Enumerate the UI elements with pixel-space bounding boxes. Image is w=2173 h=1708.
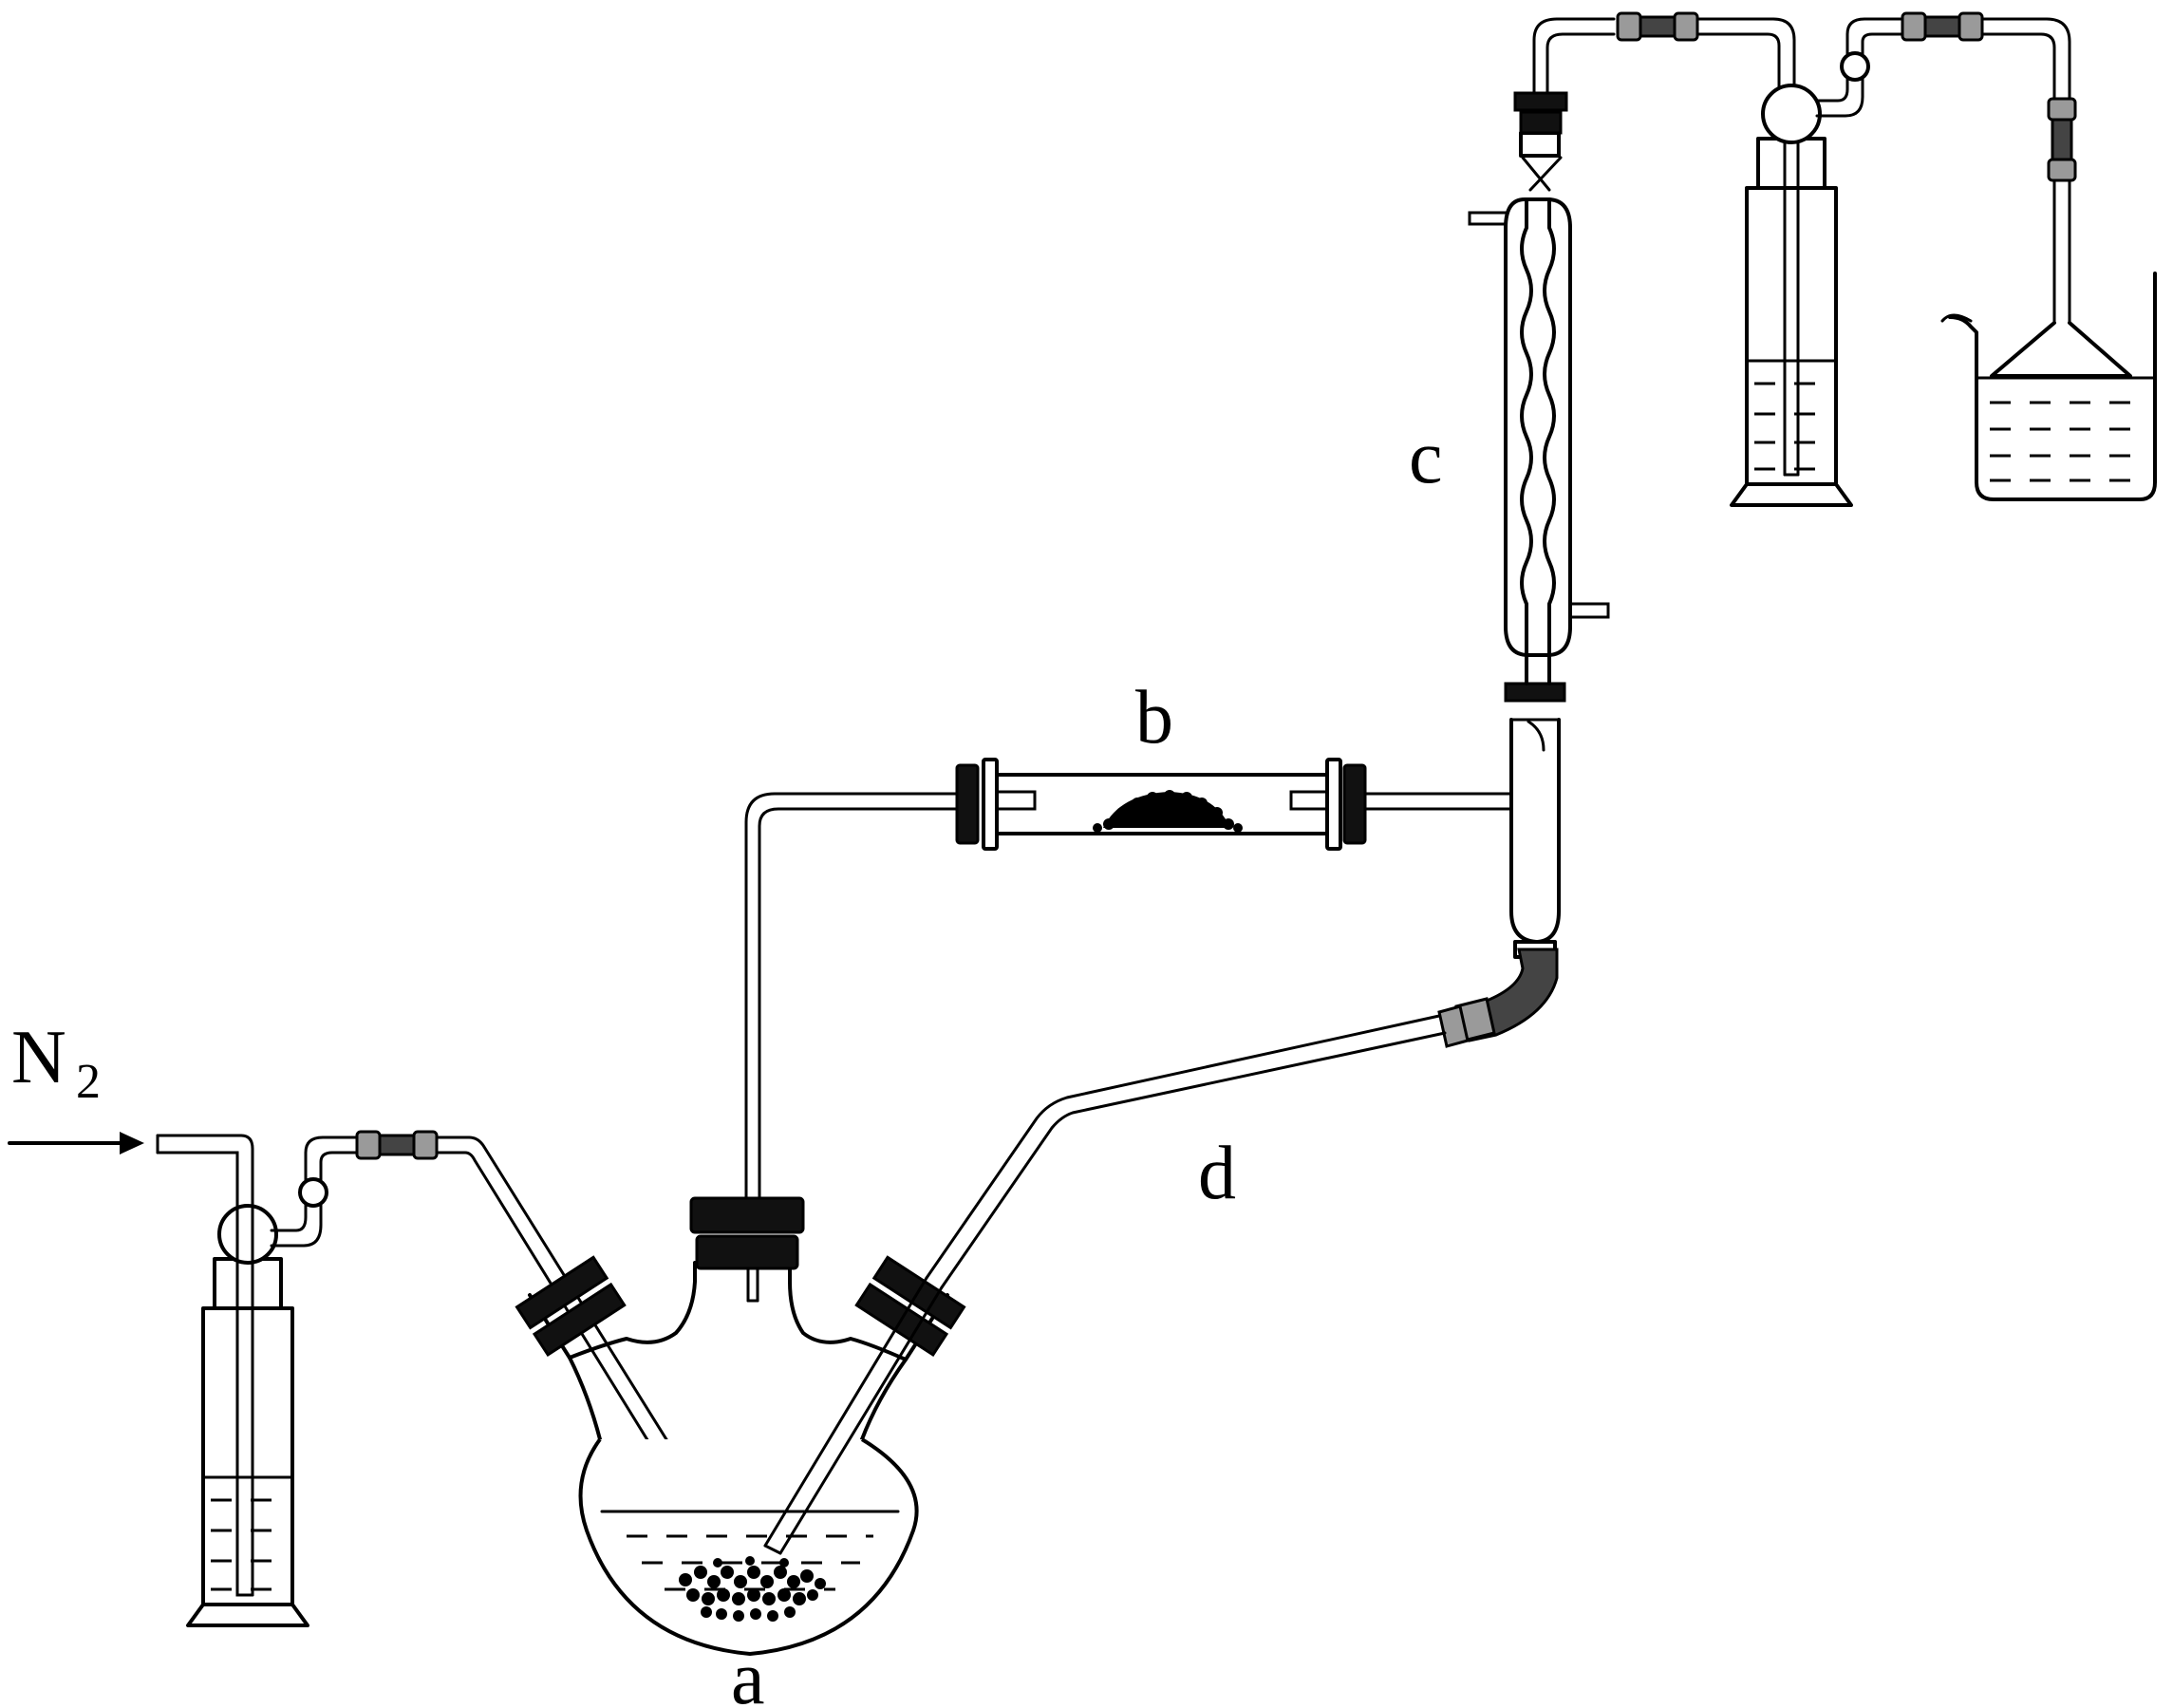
- condenser-c: [1468, 91, 1610, 685]
- left-neck-stopper: [515, 1255, 627, 1358]
- left-wash-bottle: [156, 1134, 363, 1627]
- top-rubber-joint-1: [1616, 11, 1699, 42]
- label-a: a: [731, 1637, 765, 1708]
- n2-inlet-arrow: [8, 1132, 144, 1154]
- left-inlet-tube: [435, 1136, 731, 1542]
- drying-tube-b: [955, 758, 1367, 851]
- top-rubber-joint-2: [1901, 11, 1984, 42]
- three-neck-flask: [528, 1261, 949, 1656]
- label-b: b: [1135, 676, 1173, 760]
- beaker: [1940, 272, 2157, 501]
- vertical-rubber-joint: [2047, 97, 2077, 182]
- label-d: d: [1198, 1132, 1236, 1215]
- connector-d: [1437, 948, 1559, 1048]
- right-flask-tube: [763, 1276, 928, 1548]
- label-n2-subscript: 2: [76, 1055, 101, 1109]
- label-n2: N: [11, 1016, 66, 1099]
- right-wash-bottle: [1730, 17, 1904, 507]
- adapter-tee: [1504, 682, 1566, 959]
- return-tube: [925, 1014, 1441, 1280]
- vertical-tube-to-b: [744, 792, 961, 1200]
- center-neck-stopper: [689, 1196, 805, 1303]
- label-c: c: [1409, 416, 1443, 499]
- left-rubber-joint: [355, 1130, 439, 1160]
